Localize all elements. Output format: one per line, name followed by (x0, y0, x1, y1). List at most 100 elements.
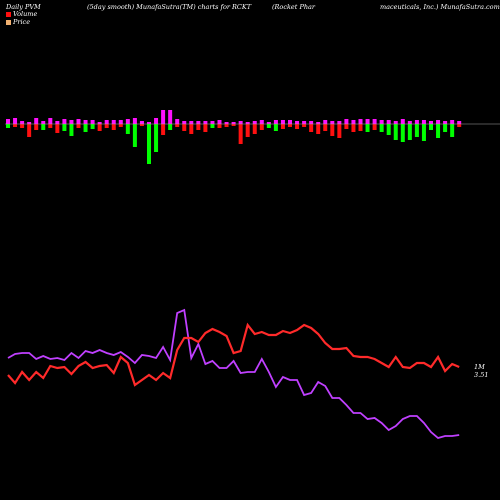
volume-bar-down (203, 124, 208, 132)
volume-bar-down (224, 124, 229, 127)
volume-bar-down (400, 124, 405, 142)
volume-bar-up (147, 122, 151, 124)
volume-bar-up (168, 110, 173, 124)
volume-bar-up (118, 120, 123, 124)
volume-bar-down (288, 124, 292, 127)
legend-volume-swatch (6, 11, 11, 17)
volume-bar-up (83, 120, 88, 124)
volume-bar-down (323, 124, 328, 131)
volume-bars (6, 110, 462, 164)
volume-bar-up (161, 110, 166, 124)
volume-bar-down (139, 124, 144, 126)
volume-bar-up (41, 121, 46, 124)
header-left: Daily PVM (6, 3, 41, 11)
volume-bar-down (379, 124, 384, 132)
volume-bar-down (168, 124, 173, 130)
volume-bar-down (266, 124, 271, 128)
volume-bar-down (69, 124, 74, 136)
volume-bar-up (450, 120, 455, 124)
volume-bar-down (429, 124, 433, 130)
volume-bar-down (217, 124, 222, 128)
volume-bar-up (203, 121, 208, 124)
volume-bar-down (76, 124, 81, 128)
header-middle: (5day smooth) MunafaSutra(TM) charts for… (87, 3, 252, 11)
volume-bar-down (443, 124, 448, 132)
volume-bar-up (6, 119, 10, 124)
legend-volume-label: Volume (13, 10, 38, 18)
volume-bar-up (55, 121, 60, 124)
volume-line (7, 308, 460, 439)
volume-bar-down (245, 124, 250, 137)
volume-bar-up (273, 120, 278, 124)
volume-bar-up (69, 120, 74, 124)
volume-bar-up (429, 121, 433, 124)
volume-bar-down (351, 124, 356, 132)
volume-bar-down (450, 124, 455, 137)
volume-bar-down (175, 124, 180, 127)
volume-bar-down (457, 124, 462, 127)
volume-bar-down (161, 124, 166, 135)
volume-bar-down (372, 124, 377, 130)
volume-bar-up (358, 119, 363, 124)
volume-bar-up (400, 119, 405, 124)
volume-bar-up (386, 120, 391, 124)
volume-bar-down (295, 124, 300, 129)
volume-bar-up (217, 120, 222, 124)
volume-bar-down (125, 124, 130, 134)
volume-bar-up (316, 122, 321, 124)
volume-bar-up (266, 122, 271, 124)
volume-bar-up (231, 122, 236, 124)
volume-bar-up (330, 121, 335, 124)
volume-bar-up (111, 120, 116, 124)
volume-bar-down (344, 124, 349, 129)
legend-price-swatch (6, 19, 11, 25)
volume-bar-up (436, 120, 441, 124)
volume-bar-down (337, 124, 342, 138)
volume-bar-up (323, 120, 328, 124)
header-right-a: (Rocket Phar (272, 3, 315, 11)
volume-bar-down (330, 124, 335, 136)
volume-bar-up (154, 118, 159, 124)
volume-bar-down (358, 124, 363, 131)
volume-bar-up (182, 121, 187, 124)
volume-bar-down (210, 124, 215, 128)
volume-bar-down (189, 124, 194, 134)
volume-bar-up (189, 121, 194, 124)
end-label-volume: 1M (474, 363, 485, 371)
volume-bar-up (372, 119, 377, 124)
volume-bar-up (13, 118, 18, 124)
legend-price-label: Price (13, 18, 31, 26)
volume-bar-down (238, 124, 243, 144)
volume-bar-up (295, 121, 300, 124)
volume-bar-down (182, 124, 187, 131)
volume-bar-up (365, 119, 370, 124)
volume-bar-up (414, 120, 419, 124)
volume-bar-down (13, 124, 18, 127)
volume-bar-down (111, 124, 116, 130)
volume-bar-down (302, 124, 307, 127)
volume-bar-up (139, 121, 144, 124)
volume-bar-up (280, 120, 285, 124)
volume-bar-down (414, 124, 419, 137)
volume-bar-up (351, 120, 356, 124)
volume-bar-up (76, 119, 81, 124)
volume-bar-up (443, 121, 448, 124)
volume-bar-up (62, 119, 67, 124)
volume-bar-up (210, 121, 215, 124)
volume-bar-down (34, 124, 39, 130)
volume-bar-down (104, 124, 109, 128)
volume-bar-up (27, 122, 32, 124)
volume-bar-up (302, 121, 307, 124)
volume-bar-down (62, 124, 67, 131)
volume-bar-down (259, 124, 264, 130)
volume-bar-down (436, 124, 441, 138)
volume-bar-up (393, 121, 398, 124)
volume-bar-up (48, 118, 53, 124)
volume-bar-up (125, 119, 130, 124)
volume-bar-down (118, 124, 123, 127)
end-label-price: 3.51 (474, 371, 488, 379)
volume-bar-down (147, 124, 151, 164)
volume-bar-up (344, 119, 349, 124)
volume-bar-down (55, 124, 60, 133)
legend-volume: Volume (6, 10, 37, 18)
